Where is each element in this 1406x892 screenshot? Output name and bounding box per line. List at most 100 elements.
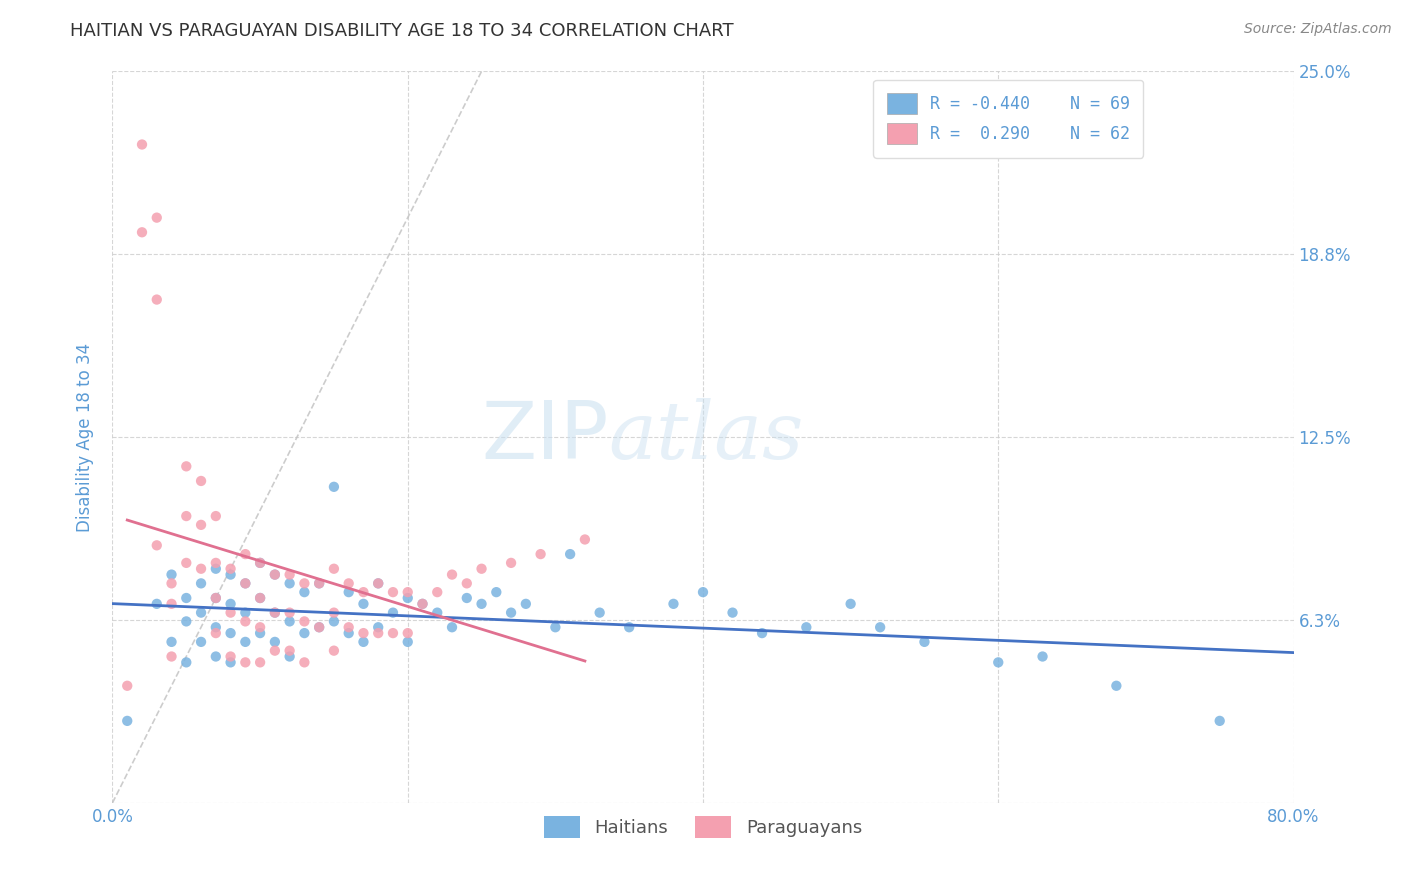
Point <box>205 620 228 634</box>
Point <box>396 591 419 605</box>
Point <box>367 576 389 591</box>
Point <box>323 615 346 629</box>
Point <box>337 620 360 634</box>
Point <box>721 606 744 620</box>
Point <box>692 585 714 599</box>
Point <box>751 626 773 640</box>
Point <box>456 576 478 591</box>
Point <box>205 591 228 605</box>
Point <box>117 714 138 728</box>
Point <box>233 615 256 629</box>
Point <box>219 649 242 664</box>
Point <box>1208 714 1232 728</box>
Point <box>914 635 936 649</box>
Point <box>292 615 315 629</box>
Point <box>292 656 315 670</box>
Point <box>382 606 405 620</box>
Point <box>219 562 242 576</box>
Point <box>323 606 346 620</box>
Point <box>146 597 169 611</box>
Point <box>219 626 242 640</box>
Point <box>160 635 183 649</box>
Point <box>485 585 508 599</box>
Text: ZIP: ZIP <box>481 398 609 476</box>
Point <box>190 635 212 649</box>
Point <box>367 620 389 634</box>
Point <box>619 620 641 634</box>
Text: atlas: atlas <box>609 399 804 475</box>
Point <box>249 556 271 570</box>
Point <box>146 538 169 552</box>
Point <box>337 585 360 599</box>
Point <box>323 562 346 576</box>
Point <box>160 567 183 582</box>
Point <box>219 606 242 620</box>
Point <box>190 517 212 532</box>
Point <box>352 635 374 649</box>
Point <box>264 567 287 582</box>
Point <box>441 567 464 582</box>
Point <box>174 556 197 570</box>
Point <box>146 293 169 307</box>
Point <box>352 626 374 640</box>
Point <box>174 591 197 605</box>
Point <box>233 576 256 591</box>
Point <box>292 585 315 599</box>
Point <box>205 556 228 570</box>
Point <box>278 576 301 591</box>
Point <box>160 597 183 611</box>
Point <box>233 635 256 649</box>
Point <box>574 533 596 547</box>
Point <box>219 567 242 582</box>
Point <box>396 585 419 599</box>
Point <box>205 509 228 524</box>
Point <box>529 547 551 561</box>
Point <box>174 656 197 670</box>
Text: HAITIAN VS PARAGUAYAN DISABILITY AGE 18 TO 34 CORRELATION CHART: HAITIAN VS PARAGUAYAN DISABILITY AGE 18 … <box>70 22 734 40</box>
Point <box>470 562 494 576</box>
Legend: Haitians, Paraguayans: Haitians, Paraguayans <box>537 808 869 845</box>
Point <box>796 620 818 634</box>
Point <box>205 649 228 664</box>
Point <box>233 547 256 561</box>
Point <box>249 656 271 670</box>
Point <box>501 606 523 620</box>
Point <box>515 597 537 611</box>
Point <box>501 556 523 570</box>
Point <box>292 576 315 591</box>
Point <box>558 547 582 561</box>
Point <box>174 509 197 524</box>
Point <box>219 656 242 670</box>
Point <box>249 591 271 605</box>
Point <box>352 585 374 599</box>
Point <box>233 606 256 620</box>
Point <box>249 591 271 605</box>
Point <box>588 606 610 620</box>
Point <box>264 606 287 620</box>
Point <box>308 620 330 634</box>
Point <box>278 649 301 664</box>
Point <box>174 615 197 629</box>
Point <box>131 137 153 152</box>
Point <box>987 656 1010 670</box>
Point <box>308 620 330 634</box>
Point <box>411 597 433 611</box>
Point <box>190 576 212 591</box>
Point <box>190 606 212 620</box>
Point <box>278 615 301 629</box>
Point <box>292 626 315 640</box>
Point <box>337 626 360 640</box>
Point <box>544 620 567 634</box>
Point <box>205 626 228 640</box>
Point <box>264 567 287 582</box>
Point <box>308 576 330 591</box>
Point <box>426 585 449 599</box>
Point <box>382 626 405 640</box>
Point <box>249 626 271 640</box>
Point <box>337 576 360 591</box>
Point <box>249 556 271 570</box>
Point <box>441 620 464 634</box>
Point <box>278 643 301 657</box>
Point <box>160 576 183 591</box>
Point <box>264 606 287 620</box>
